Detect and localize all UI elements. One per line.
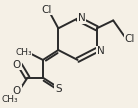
Text: CH₃: CH₃ [2, 95, 18, 104]
Text: N: N [78, 14, 85, 23]
Text: N: N [97, 46, 105, 56]
Text: O: O [13, 60, 21, 70]
Text: Cl: Cl [42, 5, 52, 15]
Text: CH₃: CH₃ [15, 48, 32, 56]
Text: O: O [13, 86, 21, 95]
Text: Cl: Cl [124, 34, 135, 44]
Text: S: S [55, 84, 62, 94]
